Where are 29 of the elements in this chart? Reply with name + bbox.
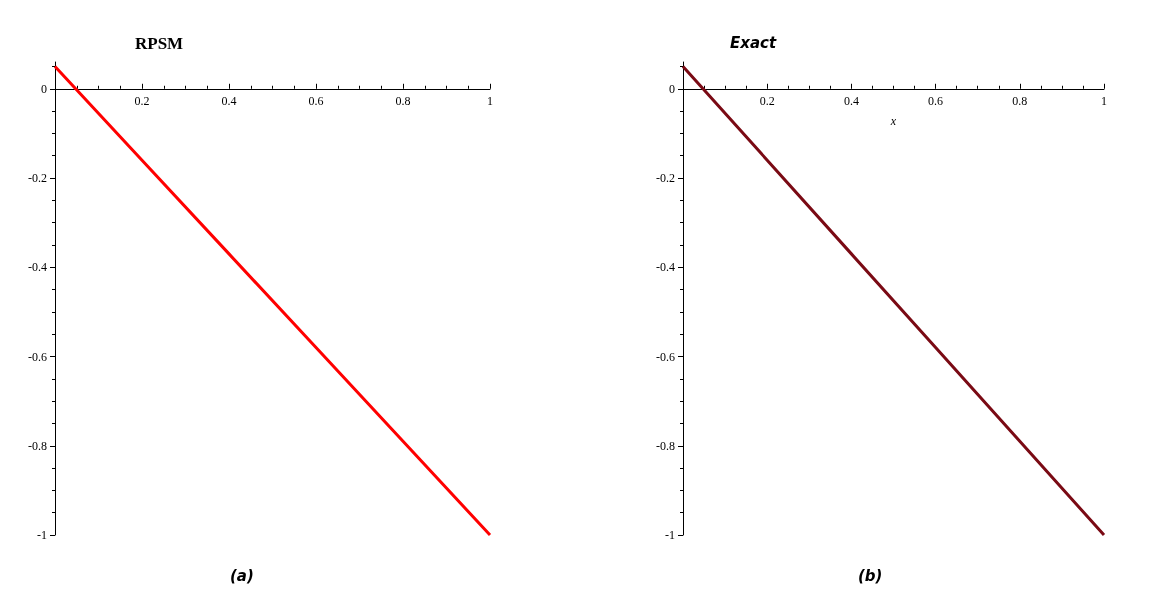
text: (b) [858, 566, 883, 585]
x-tick-label: 0.8 [1012, 93, 1028, 108]
y-tick-label: 0 [669, 81, 675, 96]
y-tick-label: -0.2 [656, 171, 675, 186]
y-tick-label: -0.2 [28, 171, 47, 186]
x-tick-label: 0.4 [843, 93, 859, 108]
x-axis-title: x [889, 113, 897, 128]
y-tick-label: -1 [37, 528, 47, 542]
y-tick-label: -0.4 [28, 260, 47, 275]
line-series [681, 64, 1106, 537]
y-tick-label: -0.6 [28, 349, 47, 364]
x-tick-label: 1 [487, 93, 493, 108]
y-tick-label: -1 [665, 528, 675, 542]
x-tick-label: 1 [1101, 93, 1107, 108]
text: (a) [230, 566, 254, 585]
x-tick-label: 0.6 [928, 93, 944, 108]
y-tick-label: -0.6 [656, 349, 675, 364]
chart-title: RPSM [135, 34, 184, 53]
y-tick-label: 0 [41, 81, 47, 96]
x-tick-label: 0.6 [308, 93, 324, 108]
line-series [53, 64, 492, 537]
x-tick-label: 0.2 [134, 93, 150, 108]
x-tick-label: 0.2 [759, 93, 775, 108]
y-tick-label: -0.8 [656, 438, 675, 453]
x-tick-label: 0.8 [395, 93, 411, 108]
chart-title: Exact [730, 33, 777, 52]
y-tick-label: -0.8 [28, 438, 47, 453]
y-tick-label: -0.4 [656, 260, 675, 275]
x-tick-label: 0.4 [221, 93, 237, 108]
